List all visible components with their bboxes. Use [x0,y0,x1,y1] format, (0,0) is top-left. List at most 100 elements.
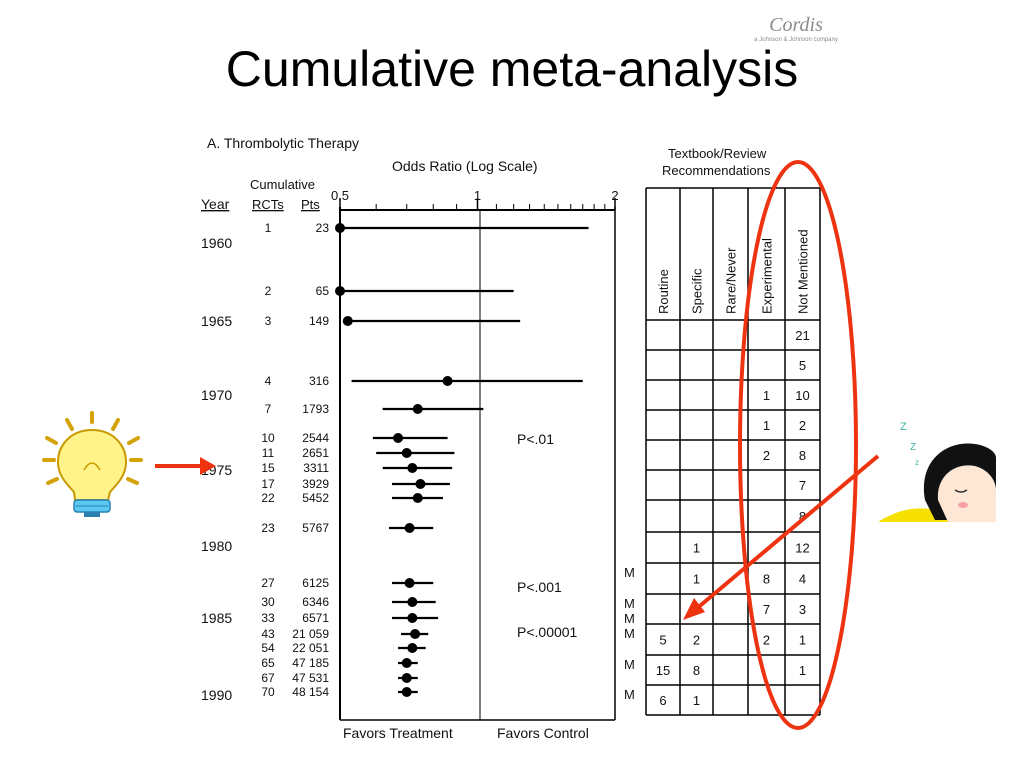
rcts-value: 65 [261,656,275,670]
odds-ratio-point [407,613,418,623]
lightbulb-icon [36,410,148,522]
year-label: 1965 [201,313,232,329]
odds-ratio-point [412,404,423,414]
m-marker: M [624,611,635,626]
plot-area [339,198,616,721]
pts-value: 1793 [302,402,329,416]
forest-row: 23 5767 [261,521,434,535]
svg-text:Z: Z [910,442,916,453]
recommendations-table: Routine Specific Rare/Never Experimental Not… [624,187,821,716]
pts-value: 6571 [302,611,329,625]
forest-row: 17 3929 [261,477,450,491]
rec-cell-value: 1 [799,633,806,648]
pts-value: 48 154 [292,685,329,699]
slide-title: Cumulative meta-analysis [225,41,799,97]
rec-cell-value: 1 [799,663,806,678]
x-tick-label: 2 [611,188,618,203]
rcts-value: 33 [261,611,275,625]
pts-header: Pts [301,197,320,212]
rec-cell-value: 5 [659,633,666,648]
x-tick-label: 0.5 [331,188,349,203]
rcts-value: 70 [261,685,275,699]
pts-value: 23 [316,221,330,235]
rcts-value: 17 [261,477,275,491]
annotation-arrow-line [693,454,880,612]
rec-cell-value: 2 [693,633,700,648]
forest-row: 33 6571 [261,611,439,625]
rec-cell-value: 2 [763,633,770,648]
pts-value: 22 051 [292,641,329,655]
forest-row: 10 2544 [261,431,448,445]
rcts-value: 30 [261,595,275,609]
forest-row: 11 2651 [262,446,455,460]
rec-cell-value: 10 [795,388,809,403]
rcts-header: RCTs [252,197,284,212]
pts-value: 47 531 [292,671,329,685]
rec-cell-value: 1 [763,388,770,403]
x-tick-label: 1 [474,188,481,203]
odds-ratio-point [335,223,345,233]
rec-cell-value: 4 [799,572,806,587]
forest-row: 67 47 531 [261,671,418,685]
odds-ratio-point [404,523,415,533]
logo-brand: Cordis [769,14,823,36]
m-marker: M [624,565,635,580]
svg-text:z: z [915,458,919,467]
rec-cell-value: 8 [763,572,770,587]
rec-cell-value: 7 [799,478,806,493]
forest-row: 3 149 [265,314,521,328]
rec-cell-value: 12 [795,541,809,556]
rcts-value: 10 [261,431,275,445]
rec-cell-value: 3 [799,602,806,617]
odds-ratio-point [407,463,418,473]
x-axis-ticks [339,198,616,210]
odds-ratio-point [442,376,453,386]
pts-value: 6346 [302,595,329,609]
pvalue-label: P<.01 [517,431,554,447]
odds-ratio-point [415,479,426,489]
rec-cell-value: 15 [656,663,670,678]
forest-row: 70 48 154 [261,685,418,699]
year-label: 1985 [201,610,232,626]
pts-value: 3311 [303,461,329,475]
pts-value: 6125 [302,576,329,590]
favors-control-label: Favors Control [497,725,589,741]
rcts-value: 1 [265,221,272,235]
odds-ratio-point [407,643,418,653]
pts-value: 47 185 [292,656,329,670]
rec-cell-value: 5 [799,358,806,373]
rcts-value: 22 [261,491,275,505]
forest-row: 43 21 059 [261,627,429,641]
rcts-value: 4 [265,374,272,388]
pts-value: 21 059 [292,627,329,641]
forest-row: 1 23 [265,221,589,235]
m-marker: M [624,626,635,641]
forest-row: 30 6346 [261,595,436,609]
m-marker: M [624,657,635,672]
sleeping-person-icon: Z Z z [878,421,996,522]
cordis-logo: Cordis a Johnson & Johnson company [748,14,844,43]
rec-column-header: Routine [656,269,671,314]
rcts-value: 54 [261,641,275,655]
odds-ratio-point [410,629,421,639]
rcts-value: 43 [261,627,275,641]
textbook-header-line2: Recommendations [662,163,771,178]
rec-cell-value: 8 [799,509,806,524]
odds-ratio-point [401,673,412,683]
odds-ratio-point [401,448,412,458]
rec-cell-value: 6 [659,693,666,708]
pts-value: 316 [309,374,329,388]
rec-cell-value: 1 [763,418,770,433]
odds-ratio-point [401,687,412,697]
odds-ratio-point [404,578,415,588]
rec-cell-value: 7 [763,602,770,617]
rec-cell-value: 1 [693,693,700,708]
svg-text:Z: Z [900,421,907,433]
panel-label: A. Thrombolytic Therapy [207,135,359,151]
odds-ratio-point [407,597,418,607]
odds-ratio-point [342,316,353,326]
axis-title: Odds Ratio (Log Scale) [392,158,538,174]
year-label: 1980 [201,538,232,554]
rec-cell-value: 1 [693,572,700,587]
